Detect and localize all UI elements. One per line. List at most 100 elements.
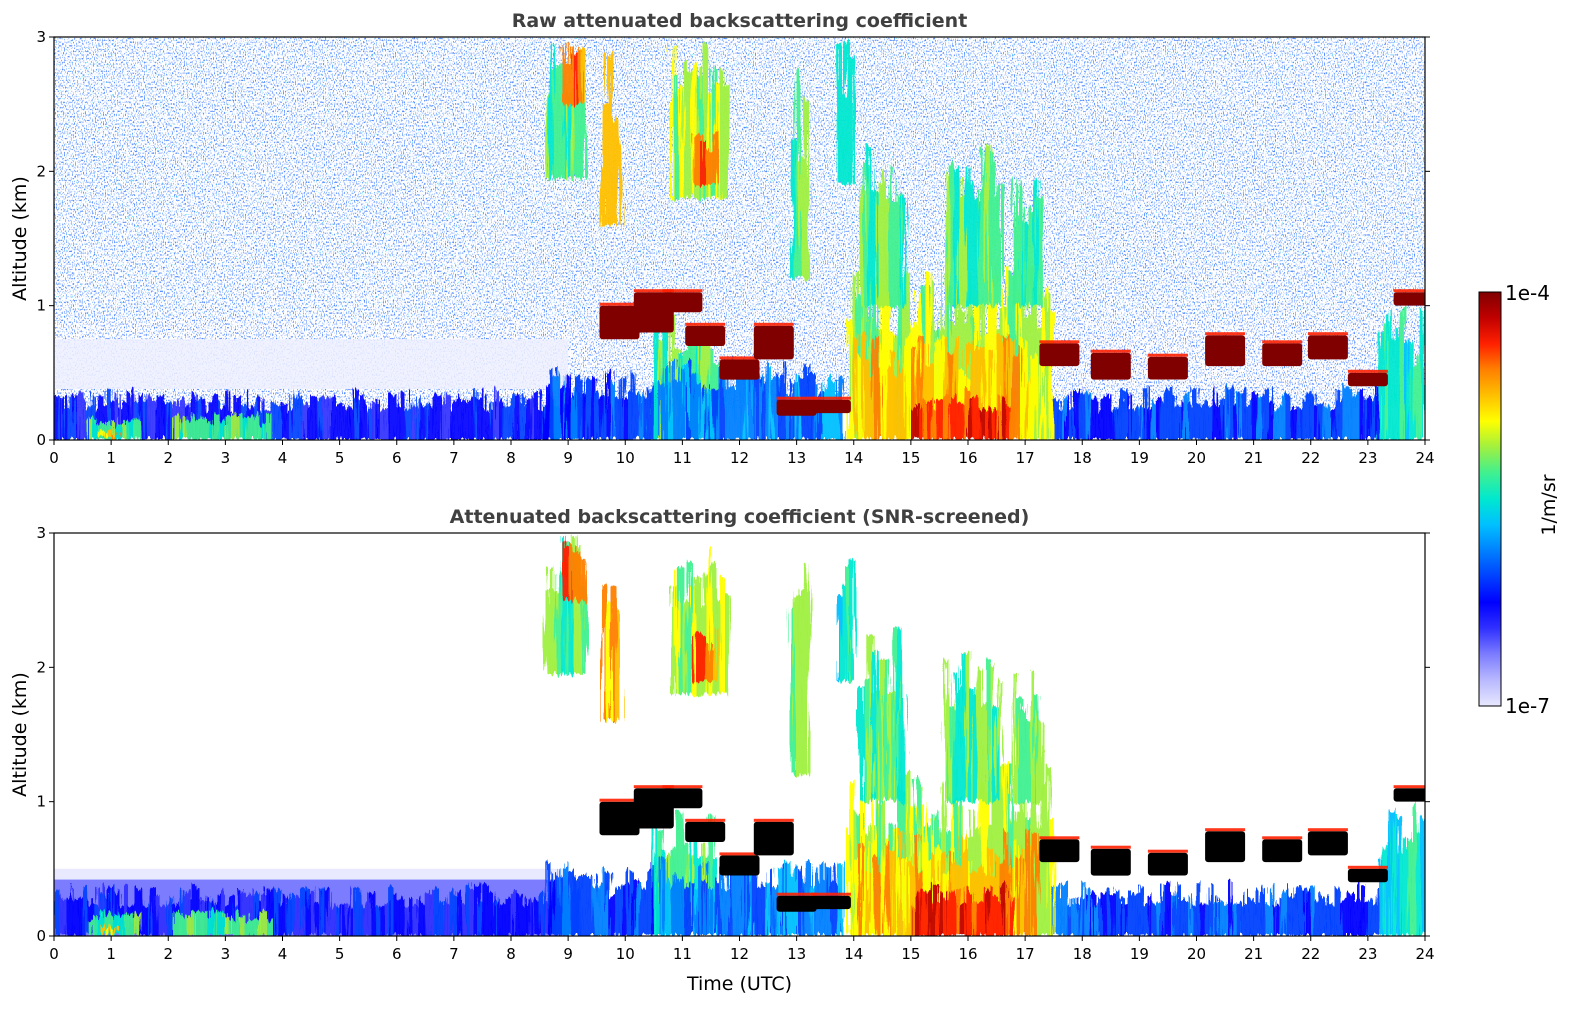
heatmap-cell xyxy=(339,904,344,936)
heatmap-cell xyxy=(331,906,336,936)
cloud-cell xyxy=(810,895,851,910)
heatmap-cell xyxy=(611,585,616,722)
heatmap-cell xyxy=(286,900,291,936)
heatmap-cell xyxy=(210,424,215,440)
heatmap-cell xyxy=(598,882,603,936)
heatmap-cell xyxy=(322,396,328,440)
heatmap-cell xyxy=(545,589,550,674)
heatmap-cell xyxy=(1253,393,1258,440)
heatmap-cell xyxy=(989,409,994,440)
heatmap-cell xyxy=(602,584,608,722)
heatmap-cell xyxy=(901,299,907,440)
heatmap-cell xyxy=(898,359,904,440)
heatmap-cell xyxy=(263,423,268,440)
heatmap-cell xyxy=(708,815,714,936)
heatmap-cell xyxy=(1216,898,1222,936)
heatmap-cell xyxy=(54,889,59,936)
heatmap-cell xyxy=(692,886,697,936)
heatmap-cell xyxy=(1391,338,1397,440)
heatmap-cell xyxy=(1253,902,1258,936)
heatmap-cell xyxy=(1212,389,1218,440)
heatmap-cell xyxy=(310,888,316,936)
heatmap-cell xyxy=(1408,840,1414,936)
heatmap-cell xyxy=(302,888,308,936)
heatmap-cell xyxy=(473,885,479,936)
heatmap-cell xyxy=(853,337,859,440)
heatmap-cell xyxy=(626,392,632,440)
x-tick-label: 20 xyxy=(1187,945,1206,963)
heatmap-cell xyxy=(355,400,361,440)
heatmap-cell xyxy=(861,849,867,936)
feature-layer xyxy=(54,534,1425,936)
heatmap-cell xyxy=(880,169,885,306)
heatmap-cell xyxy=(615,613,621,721)
heatmap-cell xyxy=(1017,697,1023,802)
heatmap-cell xyxy=(719,576,725,695)
heatmap-cell xyxy=(363,401,369,440)
heatmap-cell xyxy=(392,892,397,936)
cloud-edge xyxy=(685,818,726,822)
heatmap-cell xyxy=(859,187,865,306)
heatmap-cell xyxy=(1016,858,1021,936)
heatmap-cell xyxy=(836,42,842,185)
heatmap-cell xyxy=(960,403,965,440)
heatmap-cell xyxy=(995,334,1001,440)
heatmap-cell xyxy=(1188,892,1193,936)
heatmap-cell xyxy=(1420,817,1425,936)
heatmap-cell xyxy=(1151,903,1157,936)
heatmap-cell xyxy=(522,404,528,440)
heatmap-cell xyxy=(906,336,912,440)
heatmap-cell xyxy=(1334,388,1340,440)
heatmap-cell xyxy=(947,893,953,936)
cloud-edge xyxy=(810,892,851,896)
x-axis-label-screened: Time (UTC) xyxy=(686,973,792,995)
heatmap-cell xyxy=(1163,882,1169,936)
heatmap-cell xyxy=(712,133,718,185)
x-tick-label: 23 xyxy=(1358,945,1377,963)
heatmap-cell xyxy=(1204,401,1209,440)
heatmap-cell xyxy=(968,395,974,440)
heatmap-cell xyxy=(582,874,587,936)
heatmap-cell xyxy=(267,413,272,440)
heatmap-cell xyxy=(306,892,312,936)
heatmap-cell xyxy=(765,881,770,936)
heatmap-cell xyxy=(671,360,677,440)
heatmap-cell xyxy=(927,400,932,440)
heatmap-cell xyxy=(1281,891,1287,936)
x-tick-label: 17 xyxy=(1016,945,1035,963)
heatmap-cell xyxy=(653,318,659,440)
heatmap-cell xyxy=(1310,394,1315,440)
heatmap-cell xyxy=(241,893,247,936)
heatmap-cell xyxy=(986,146,991,306)
y-axis-label-raw: Altitude (km) xyxy=(9,176,31,301)
heatmap-cell xyxy=(947,354,952,440)
heatmap-cell xyxy=(569,546,574,675)
heatmap-cell xyxy=(901,698,906,802)
heatmap-cell xyxy=(408,403,414,440)
heatmap-cell xyxy=(1098,410,1104,440)
heatmap-cell xyxy=(104,914,109,936)
cloud-edge xyxy=(1393,785,1425,789)
heatmap-cell xyxy=(769,866,774,936)
cloud-layer xyxy=(599,289,1425,416)
heatmap-cell xyxy=(692,374,697,440)
heatmap-cell xyxy=(888,165,894,306)
heatmap-cell xyxy=(693,135,699,185)
heatmap-cell xyxy=(606,371,612,440)
heatmap-cell xyxy=(947,404,953,440)
heatmap-cell xyxy=(803,98,809,279)
heatmap-cell xyxy=(384,903,389,936)
x-tick-label: 10 xyxy=(616,945,635,963)
heatmap-cell xyxy=(1273,906,1279,936)
heatmap-cell xyxy=(996,765,1001,936)
heatmap-cell xyxy=(192,393,198,440)
heatmap-cell xyxy=(867,145,873,306)
heatmap-cell xyxy=(1416,833,1422,936)
heatmap-cell xyxy=(1175,406,1181,440)
heatmap-cell xyxy=(1030,670,1035,802)
heatmap-cell xyxy=(1318,892,1323,936)
heatmap-cell xyxy=(1037,327,1042,440)
cloud-edge xyxy=(1147,849,1188,853)
heatmap-cell xyxy=(990,151,995,306)
heatmap-cell xyxy=(659,858,665,936)
